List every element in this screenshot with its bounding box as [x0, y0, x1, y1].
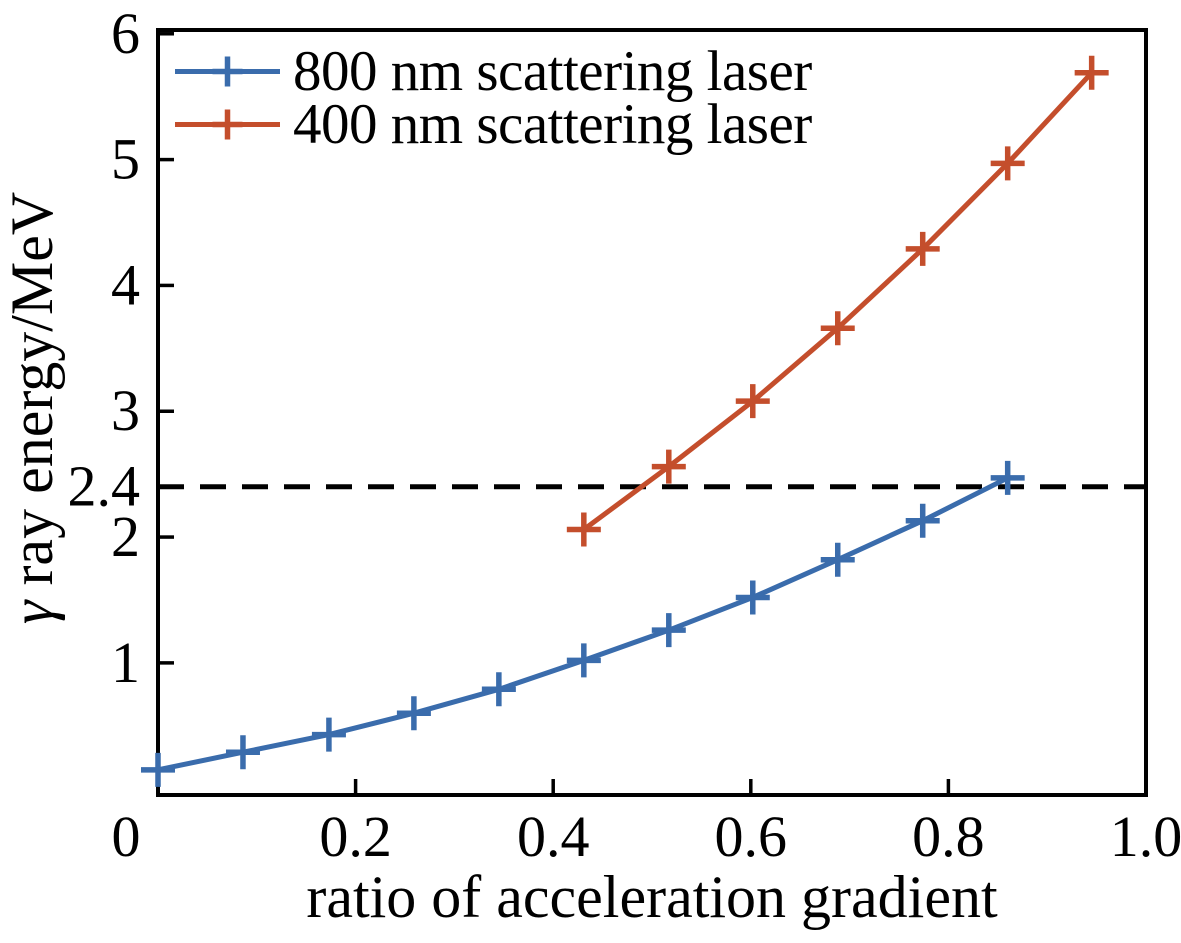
x-axis-title: ratio of acceleration gradient: [306, 864, 998, 930]
y-tick-label: 3: [111, 378, 140, 443]
x-tick-label: 0.4: [517, 804, 590, 869]
y-tick-label: 1: [111, 630, 140, 695]
origin-tick-label: 0: [112, 804, 141, 869]
legend-item-label: 800 nm scattering laser: [293, 40, 812, 103]
legend-line-plus-marker-icon: [175, 56, 280, 87]
data-marker-400nm: [990, 146, 1025, 181]
y-tick-label: 2.4: [68, 454, 141, 519]
data-marker-400nm: [566, 512, 601, 547]
y-tick-label: 5: [111, 127, 140, 192]
data-marker-800nm: [820, 542, 855, 577]
y-tick-label: 4: [111, 252, 140, 317]
data-marker-800nm: [566, 643, 601, 678]
data-marker-800nm: [651, 613, 686, 648]
y-tick-label: 2: [111, 504, 140, 569]
data-marker-400nm: [735, 384, 770, 419]
legend-item-label: 400 nm scattering laser: [293, 93, 812, 156]
legend: 800 nm scattering laser 400 nm scatterin…: [175, 40, 812, 156]
y-axis-title: γ ray energy/MeV: [0, 192, 65, 624]
legend-item-800nm: 800 nm scattering laser: [175, 40, 812, 103]
legend-sample-shape: [212, 56, 243, 87]
x-tick-label: 0.2: [319, 804, 392, 869]
data-marker-400nm: [651, 449, 686, 484]
data-marker-400nm: [820, 311, 855, 346]
x-tick-label: 0.6: [715, 804, 788, 869]
data-marker-800nm: [311, 717, 346, 752]
data-marker-400nm: [1074, 55, 1109, 90]
legend-line-plus-marker-icon: [175, 109, 280, 140]
y-tick-label: 6: [111, 1, 140, 66]
x-tick-label: 1.0: [1110, 804, 1181, 869]
x-tick-label: 0.8: [912, 804, 985, 869]
data-marker-800nm: [396, 696, 431, 731]
data-marker-800nm: [141, 752, 175, 787]
legend-item-400nm: 400 nm scattering laser: [175, 93, 812, 156]
legend-sample-shape: [212, 109, 243, 140]
data-marker-800nm: [990, 460, 1025, 495]
data-marker-800nm: [225, 735, 260, 770]
data-marker-800nm: [735, 580, 770, 615]
data-marker-800nm: [481, 672, 516, 707]
data-marker-400nm: [905, 231, 940, 266]
data-marker-800nm: [905, 503, 940, 538]
